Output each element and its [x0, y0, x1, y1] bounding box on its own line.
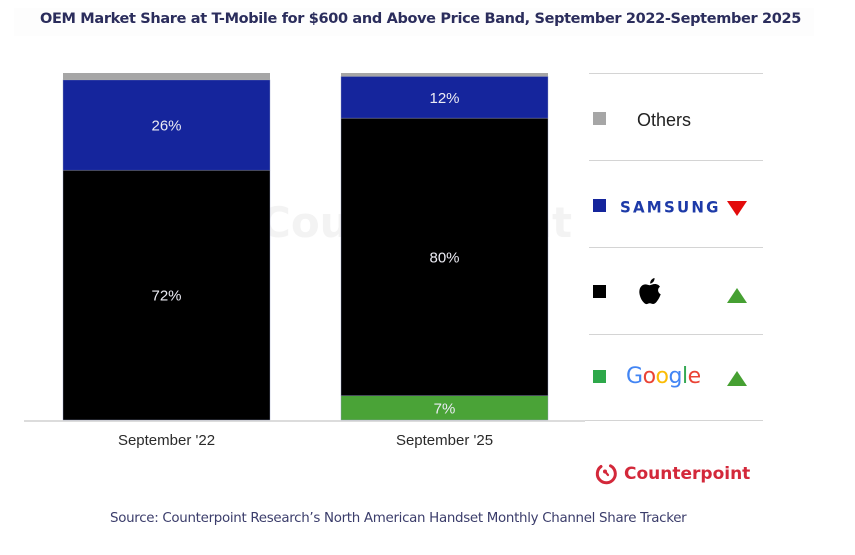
- legend-swatch-others: [593, 112, 606, 125]
- google-letter: o: [642, 364, 656, 389]
- legend-divider: [589, 247, 763, 248]
- chart-title: OEM Market Share at T-Mobile for $600 an…: [40, 11, 801, 27]
- x-tick-labels: September '22 September '25: [118, 432, 493, 449]
- google-letter: l: [681, 364, 688, 389]
- legend-swatch-samsung: [593, 199, 606, 212]
- legend-item-google: Google: [589, 335, 762, 421]
- bar-segment-samsung: [62, 79, 271, 171]
- legend-swatch-apple: [593, 285, 606, 298]
- source-note: Source: Counterpoint Research’s North Am…: [110, 511, 687, 526]
- apple-logo-icon: [639, 278, 661, 305]
- trend-down-icon: [727, 201, 747, 216]
- google-logo: Google: [626, 364, 701, 389]
- legend-item-apple: [589, 248, 762, 334]
- trend-up-icon: [727, 371, 747, 386]
- google-letter: G: [626, 364, 643, 389]
- data-label: 7%: [434, 400, 456, 417]
- data-label: 26%: [151, 118, 181, 135]
- data-label: 80%: [429, 249, 459, 266]
- legend-divider: [585, 420, 763, 421]
- legend-divider: [589, 160, 763, 161]
- data-label: 72%: [151, 288, 181, 305]
- counterpoint-wordmark: Counterpoint: [624, 464, 751, 484]
- title-background: [14, 8, 814, 36]
- data-label: 12%: [429, 90, 459, 107]
- bar-segment-others: [341, 73, 548, 77]
- bars-group: 72% 26% 7% 80% 12%: [62, 73, 549, 421]
- legend-item-others: Others: [589, 74, 762, 160]
- counterpoint-logo: Counterpoint: [594, 462, 750, 486]
- bar-segment-google: [340, 395, 549, 421]
- bar-segment-apple: [62, 169, 271, 421]
- legend-divider: [589, 334, 763, 335]
- bar-segment-apple: [340, 117, 549, 396]
- counterpoint-mark-icon: [595, 464, 617, 485]
- x-tick-label: September '25: [396, 432, 493, 449]
- samsung-logo: SAMSUNG: [620, 197, 721, 217]
- legend-swatch-google: [593, 370, 606, 383]
- google-letter: g: [668, 364, 683, 389]
- x-tick-label: September '22: [118, 432, 215, 449]
- legend-label-others: Others: [637, 110, 692, 130]
- legend-divider: [589, 73, 763, 74]
- legend-item-samsung: SAMSUNG: [589, 161, 762, 247]
- google-letter: e: [687, 364, 702, 389]
- bar-segment-samsung: [340, 76, 549, 119]
- trend-up-icon: [727, 288, 747, 303]
- google-letter: o: [655, 364, 669, 389]
- bar-segment-others: [63, 73, 270, 80]
